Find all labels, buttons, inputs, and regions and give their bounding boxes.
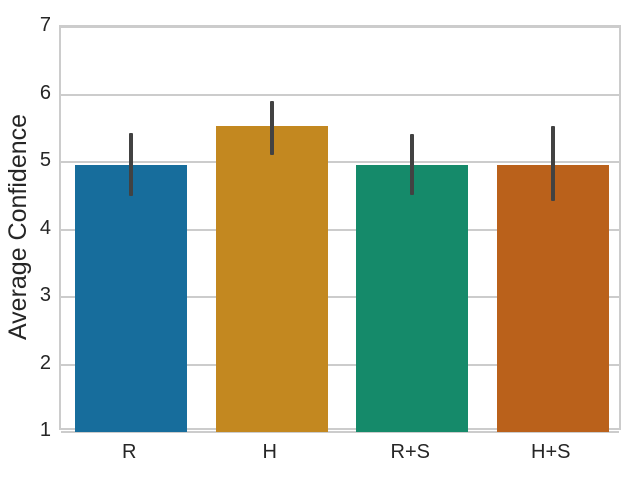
gridline-y-5 xyxy=(61,161,619,163)
bar-H xyxy=(215,126,328,432)
x-tick-label-R+S: R+S xyxy=(390,441,430,463)
y-tick-label-3: 3 xyxy=(39,284,51,306)
y-tick-label-6: 6 xyxy=(39,81,51,104)
y-tick-label-4: 4 xyxy=(39,216,51,239)
bar-R xyxy=(75,164,188,432)
bar-H+S xyxy=(496,164,609,432)
bar-R+S xyxy=(356,164,469,432)
x-tick-label-H: H xyxy=(262,441,277,463)
error-bar-H+S xyxy=(550,126,555,202)
gridline-y-3 xyxy=(61,296,619,298)
error-bar-R+S xyxy=(410,134,415,196)
x-tick-label-H+S: H+S xyxy=(531,441,571,463)
gridline-y-2 xyxy=(61,363,619,366)
gridline-y-6 xyxy=(61,93,619,96)
gridline-y-7 xyxy=(61,26,619,28)
y-tick-label-5: 5 xyxy=(39,149,51,171)
error-bar-H xyxy=(269,101,274,155)
y-tick-label-7: 7 xyxy=(39,14,51,36)
x-tick-label-R: R xyxy=(122,441,137,463)
gridline-y-1 xyxy=(61,431,619,433)
y-tick-label-1: 1 xyxy=(39,419,51,441)
error-bar-R xyxy=(129,132,134,196)
y-tick-label-2: 2 xyxy=(39,351,51,374)
gridline-y-4 xyxy=(61,228,619,231)
plot-area xyxy=(59,25,621,433)
